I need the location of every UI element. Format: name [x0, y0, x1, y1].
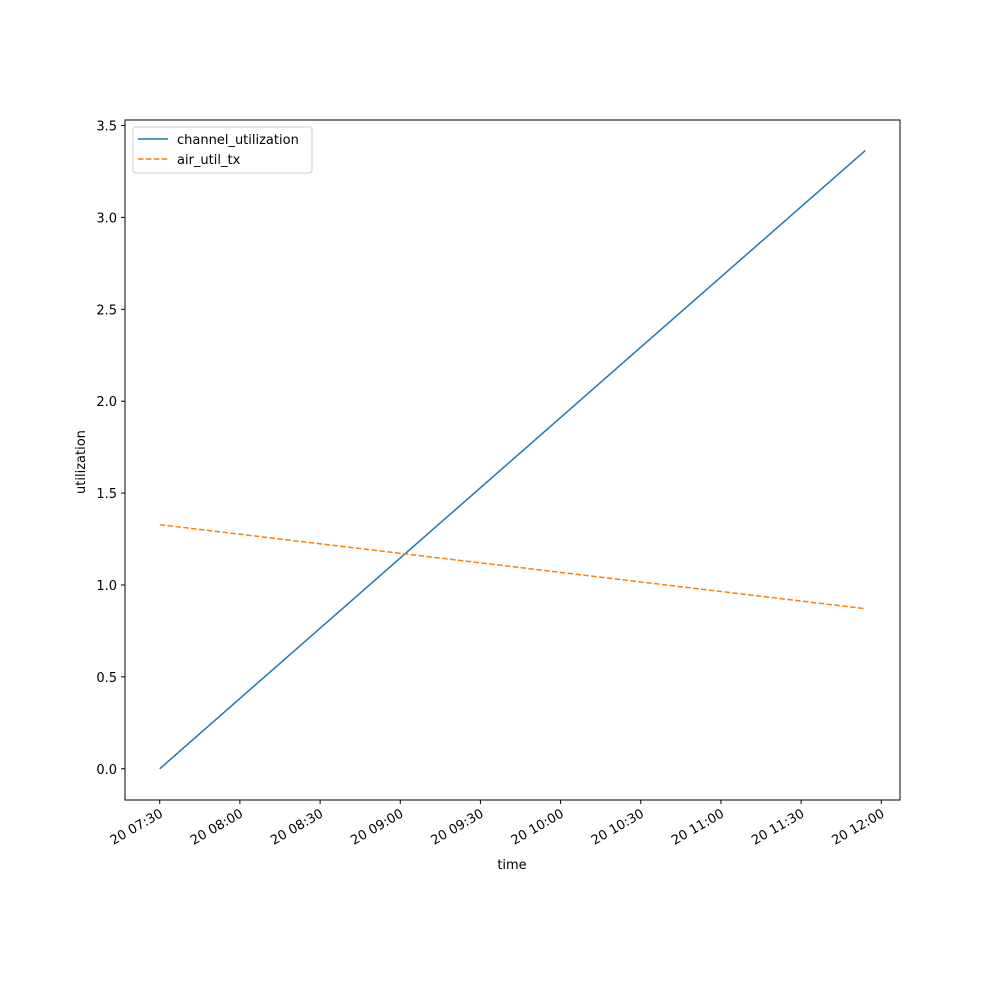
line-series: [159, 149, 866, 770]
y-tick-label: 1.0: [96, 579, 117, 594]
y-tick-label: 2.0: [96, 395, 117, 410]
legend-label: channel_utilization: [177, 133, 299, 148]
y-axis-label: utilization: [74, 430, 89, 494]
y-tick-label: 3.0: [96, 211, 117, 226]
legend-label: air_util_tx: [177, 153, 241, 168]
y-tick-label: 2.5: [96, 303, 117, 318]
y-tick-label: 0.5: [96, 671, 117, 686]
y-tick-label: 0.0: [96, 763, 117, 778]
y-tick-label: 1.5: [96, 487, 117, 502]
legend-box: [132, 126, 313, 174]
y-tick-label: 3.5: [96, 120, 117, 135]
plot-frame: [124, 119, 901, 801]
x-axis-label: time: [497, 858, 526, 873]
